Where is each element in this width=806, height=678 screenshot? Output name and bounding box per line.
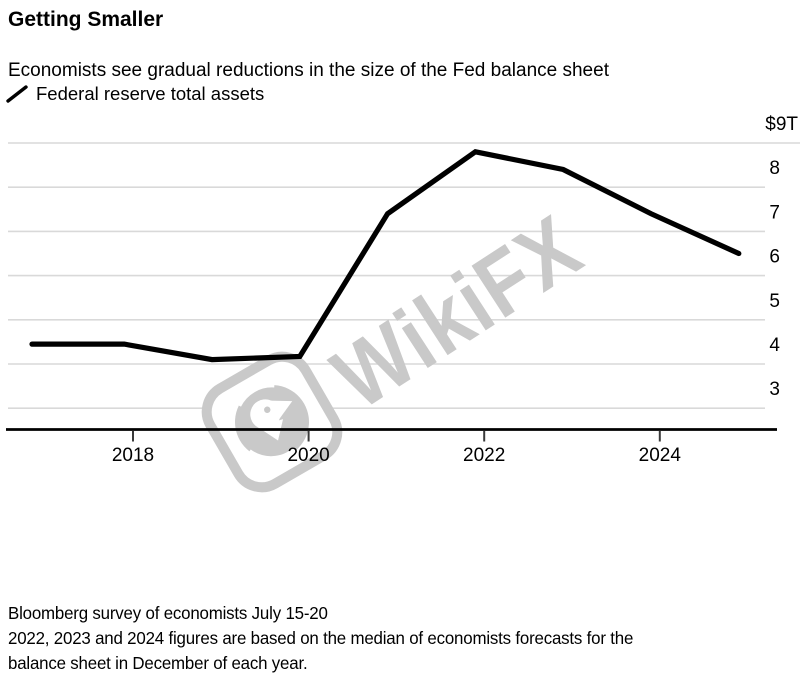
x-axis-tick-label: 2024 xyxy=(639,445,682,466)
x-axis-tick-label: 2020 xyxy=(287,445,329,466)
x-axis-labels: 2018 2020 2022 2024 xyxy=(112,445,682,466)
y-axis-tick-label: $9T xyxy=(765,114,798,135)
watermark-eagle-emblem xyxy=(201,351,343,493)
y-axis-tick-label: 5 xyxy=(769,291,780,312)
x-axis-tick-label: 2022 xyxy=(463,445,505,466)
data-line-fed-total-assets xyxy=(29,149,742,363)
chart-subtitle: Economists see gradual reductions in the… xyxy=(8,60,609,81)
y-axis-tick-label: 6 xyxy=(769,247,780,268)
y-axis-tick-label: 8 xyxy=(769,158,780,179)
x-axis-tick-label: 2018 xyxy=(112,445,154,466)
gridlines xyxy=(8,142,800,410)
source-note-line: balance sheet in December of each year. xyxy=(8,653,308,673)
legend: Federal reserve total assets xyxy=(5,83,265,104)
source-note-line: 2022, 2023 and 2024 figures are based on… xyxy=(8,628,634,648)
x-axis-ticks xyxy=(132,431,661,442)
page-title: Getting Smaller xyxy=(8,8,164,31)
y-axis-labels: $9T 8 7 6 5 4 3 xyxy=(765,114,798,400)
chart-area: $9T 8 7 6 5 4 3 WikiFX 2018 2020 2022 2024 xyxy=(6,114,800,493)
y-axis-tick-label: 4 xyxy=(769,335,780,356)
y-axis-tick-label: 7 xyxy=(769,202,780,223)
source-note: Bloomberg survey of economists July 15-2… xyxy=(8,601,778,676)
y-axis-tick-label: 3 xyxy=(769,379,780,400)
source-note-line: Bloomberg survey of economists July 15-2… xyxy=(8,603,328,623)
legend-series-label: Federal reserve total assets xyxy=(36,83,265,104)
line-series-icon xyxy=(6,85,28,103)
watermark: WikiFX xyxy=(201,197,599,493)
fed-balance-sheet-chart: $9T 8 7 6 5 4 3 WikiFX 2018 2020 2022 2024 xyxy=(6,114,800,493)
